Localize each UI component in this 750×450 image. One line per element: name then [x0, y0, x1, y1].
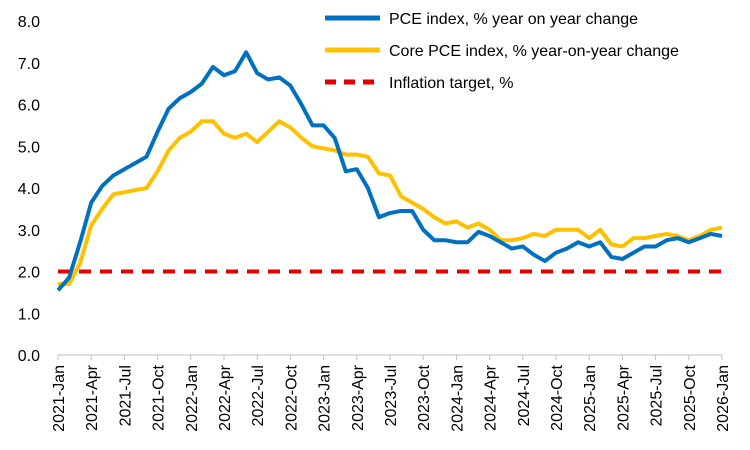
y-tick-label: 7.0: [18, 56, 40, 73]
x-tick-label: 2023-Oct: [416, 364, 433, 430]
x-tick-label: 2021-Jul: [117, 365, 134, 426]
y-tick-label: 0.0: [18, 348, 40, 365]
x-tick-label: 2023-Apr: [350, 364, 367, 430]
series-line-1: [58, 119, 723, 287]
x-tick-label: 2025-Oct: [682, 364, 699, 430]
legend-label-1: Core PCE index, % year-on-year change: [389, 43, 679, 60]
x-tick-label: 2025-Jan: [582, 365, 599, 432]
legend: PCE index, % year on year change Core PCE…: [325, 11, 679, 92]
x-tick-label: 2024-Apr: [483, 364, 500, 430]
x-tick-label: 2023-Jul: [383, 365, 400, 426]
legend-label-2: Inflation target, %: [389, 75, 514, 92]
legend-label-0: PCE index, % year on year change: [389, 11, 638, 28]
x-tick-label: 2022-Jan: [184, 365, 201, 432]
x-tick-label: 2022-Jul: [250, 365, 267, 426]
series-layer: [56, 50, 723, 292]
x-axis: 2021-Jan 2021-Apr 2021-Jul 2021-Oct 2022-Jan…: [51, 354, 732, 432]
y-tick-label: 5.0: [18, 139, 40, 156]
y-axis: 0.0 1.0 2.0 3.0 4.0 5.0 6.0 7.0 8.0: [18, 14, 40, 365]
x-tick-label: 2021-Jan: [51, 365, 68, 432]
y-tick-label: 2.0: [18, 265, 40, 282]
x-tick-label: 2022-Apr: [217, 364, 234, 430]
y-tick-label: 8.0: [18, 14, 40, 31]
x-tick-label: 2024-Jul: [516, 365, 533, 426]
y-tick-label: 6.0: [18, 98, 40, 115]
x-tick-label: 2024-Oct: [549, 364, 566, 430]
y-tick-label: 1.0: [18, 306, 40, 323]
y-tick-label: 3.0: [18, 223, 40, 240]
x-tick-label: 2024-Jan: [449, 365, 466, 432]
x-tick-label: 2022-Oct: [283, 364, 300, 430]
x-tick-label: 2025-Jul: [649, 365, 666, 426]
x-tick-label: 2021-Apr: [84, 364, 101, 430]
x-tick-label: 2025-Apr: [615, 364, 632, 430]
x-tick-label: 2023-Jan: [317, 365, 334, 432]
y-tick-label: 4.0: [18, 181, 40, 198]
x-tick-label: 2021-Oct: [151, 364, 168, 430]
x-tick-label: 2026-Jan: [715, 365, 732, 432]
series-line-0: [56, 50, 723, 292]
